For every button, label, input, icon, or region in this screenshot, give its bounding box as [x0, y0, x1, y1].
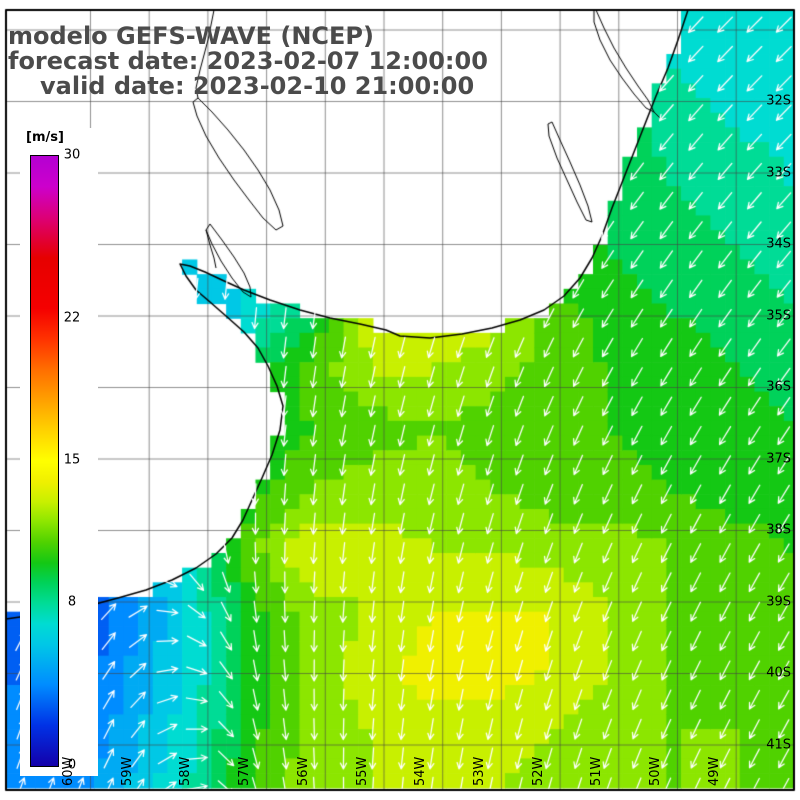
longitude-label: 60W [61, 756, 76, 786]
longitude-label: 59W [119, 756, 135, 786]
plot-title-block: modelo GEFS-WAVE (NCEP) forecast date: 2… [8, 24, 488, 99]
longitude-label: 49W [706, 756, 722, 786]
longitude-label: 51W [589, 756, 605, 786]
colorbar-tick-label: 22 [63, 310, 81, 326]
valid-date-line: valid date: 2023-02-10 21:00:00 [40, 72, 475, 100]
latitude-label: 36S [766, 379, 791, 395]
colorbar-tick-label: 0 [67, 757, 77, 773]
latitude-label: 34S [766, 236, 791, 252]
longitude-label: 56W [295, 756, 311, 786]
colorbar-gradient [30, 155, 59, 767]
colorbar-tick-label: 8 [67, 594, 77, 610]
colorbar-tick-label: 15 [63, 452, 81, 468]
latitude-label: 37S [766, 451, 791, 466]
latitude-label: 41S [766, 737, 791, 752]
forecast-date-line: forecast date: 2023-02-07 12:00:00 [8, 47, 488, 75]
model-title: modelo GEFS-WAVE (NCEP) [8, 22, 374, 50]
colorbar: [m/s] [20, 128, 98, 776]
longitude-label: 55W [354, 756, 370, 786]
longitude-label: 52W [530, 756, 546, 786]
colorbar-unit-label: [m/s] [26, 130, 64, 145]
longitude-label: 57W [237, 756, 253, 786]
longitude-label: 54W [413, 756, 429, 786]
longitude-label: 53W [471, 756, 487, 786]
colorbar-tick-label: 30 [63, 147, 81, 163]
latitude-label: 38S [766, 522, 791, 538]
longitude-label: 58W [178, 756, 194, 786]
latitude-label: 39S [766, 594, 791, 609]
latitude-label: 32S [766, 93, 791, 109]
longitude-label: 50W [648, 756, 663, 786]
latitude-label: 40S [766, 665, 791, 681]
latitude-label: 35S [766, 308, 791, 323]
latitude-label: 33S [766, 165, 791, 180]
